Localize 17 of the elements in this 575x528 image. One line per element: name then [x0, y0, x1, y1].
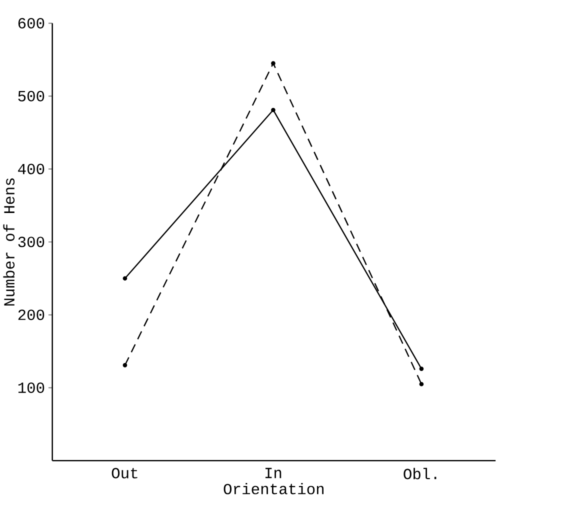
y-tick-label: 100	[18, 382, 44, 393]
point	[271, 60, 276, 66]
point	[122, 362, 128, 368]
point	[122, 276, 128, 280]
y-tick-label: 500	[18, 90, 44, 102]
point	[419, 366, 424, 371]
y-tick-label: 200	[18, 309, 44, 320]
y-axis-title: Number of Hens	[3, 178, 15, 306]
x-tick-label: Out	[112, 468, 138, 478]
y-tick-label: 600	[18, 18, 44, 28]
x-tick-label: In	[265, 468, 282, 478]
y-tick-label: 400	[18, 164, 44, 174]
point	[419, 382, 424, 386]
point	[271, 108, 276, 112]
x-axis-title: Orientation	[224, 482, 324, 494]
y-tick-label: 300	[18, 236, 44, 247]
x-tick-label: Obl.	[404, 468, 436, 480]
